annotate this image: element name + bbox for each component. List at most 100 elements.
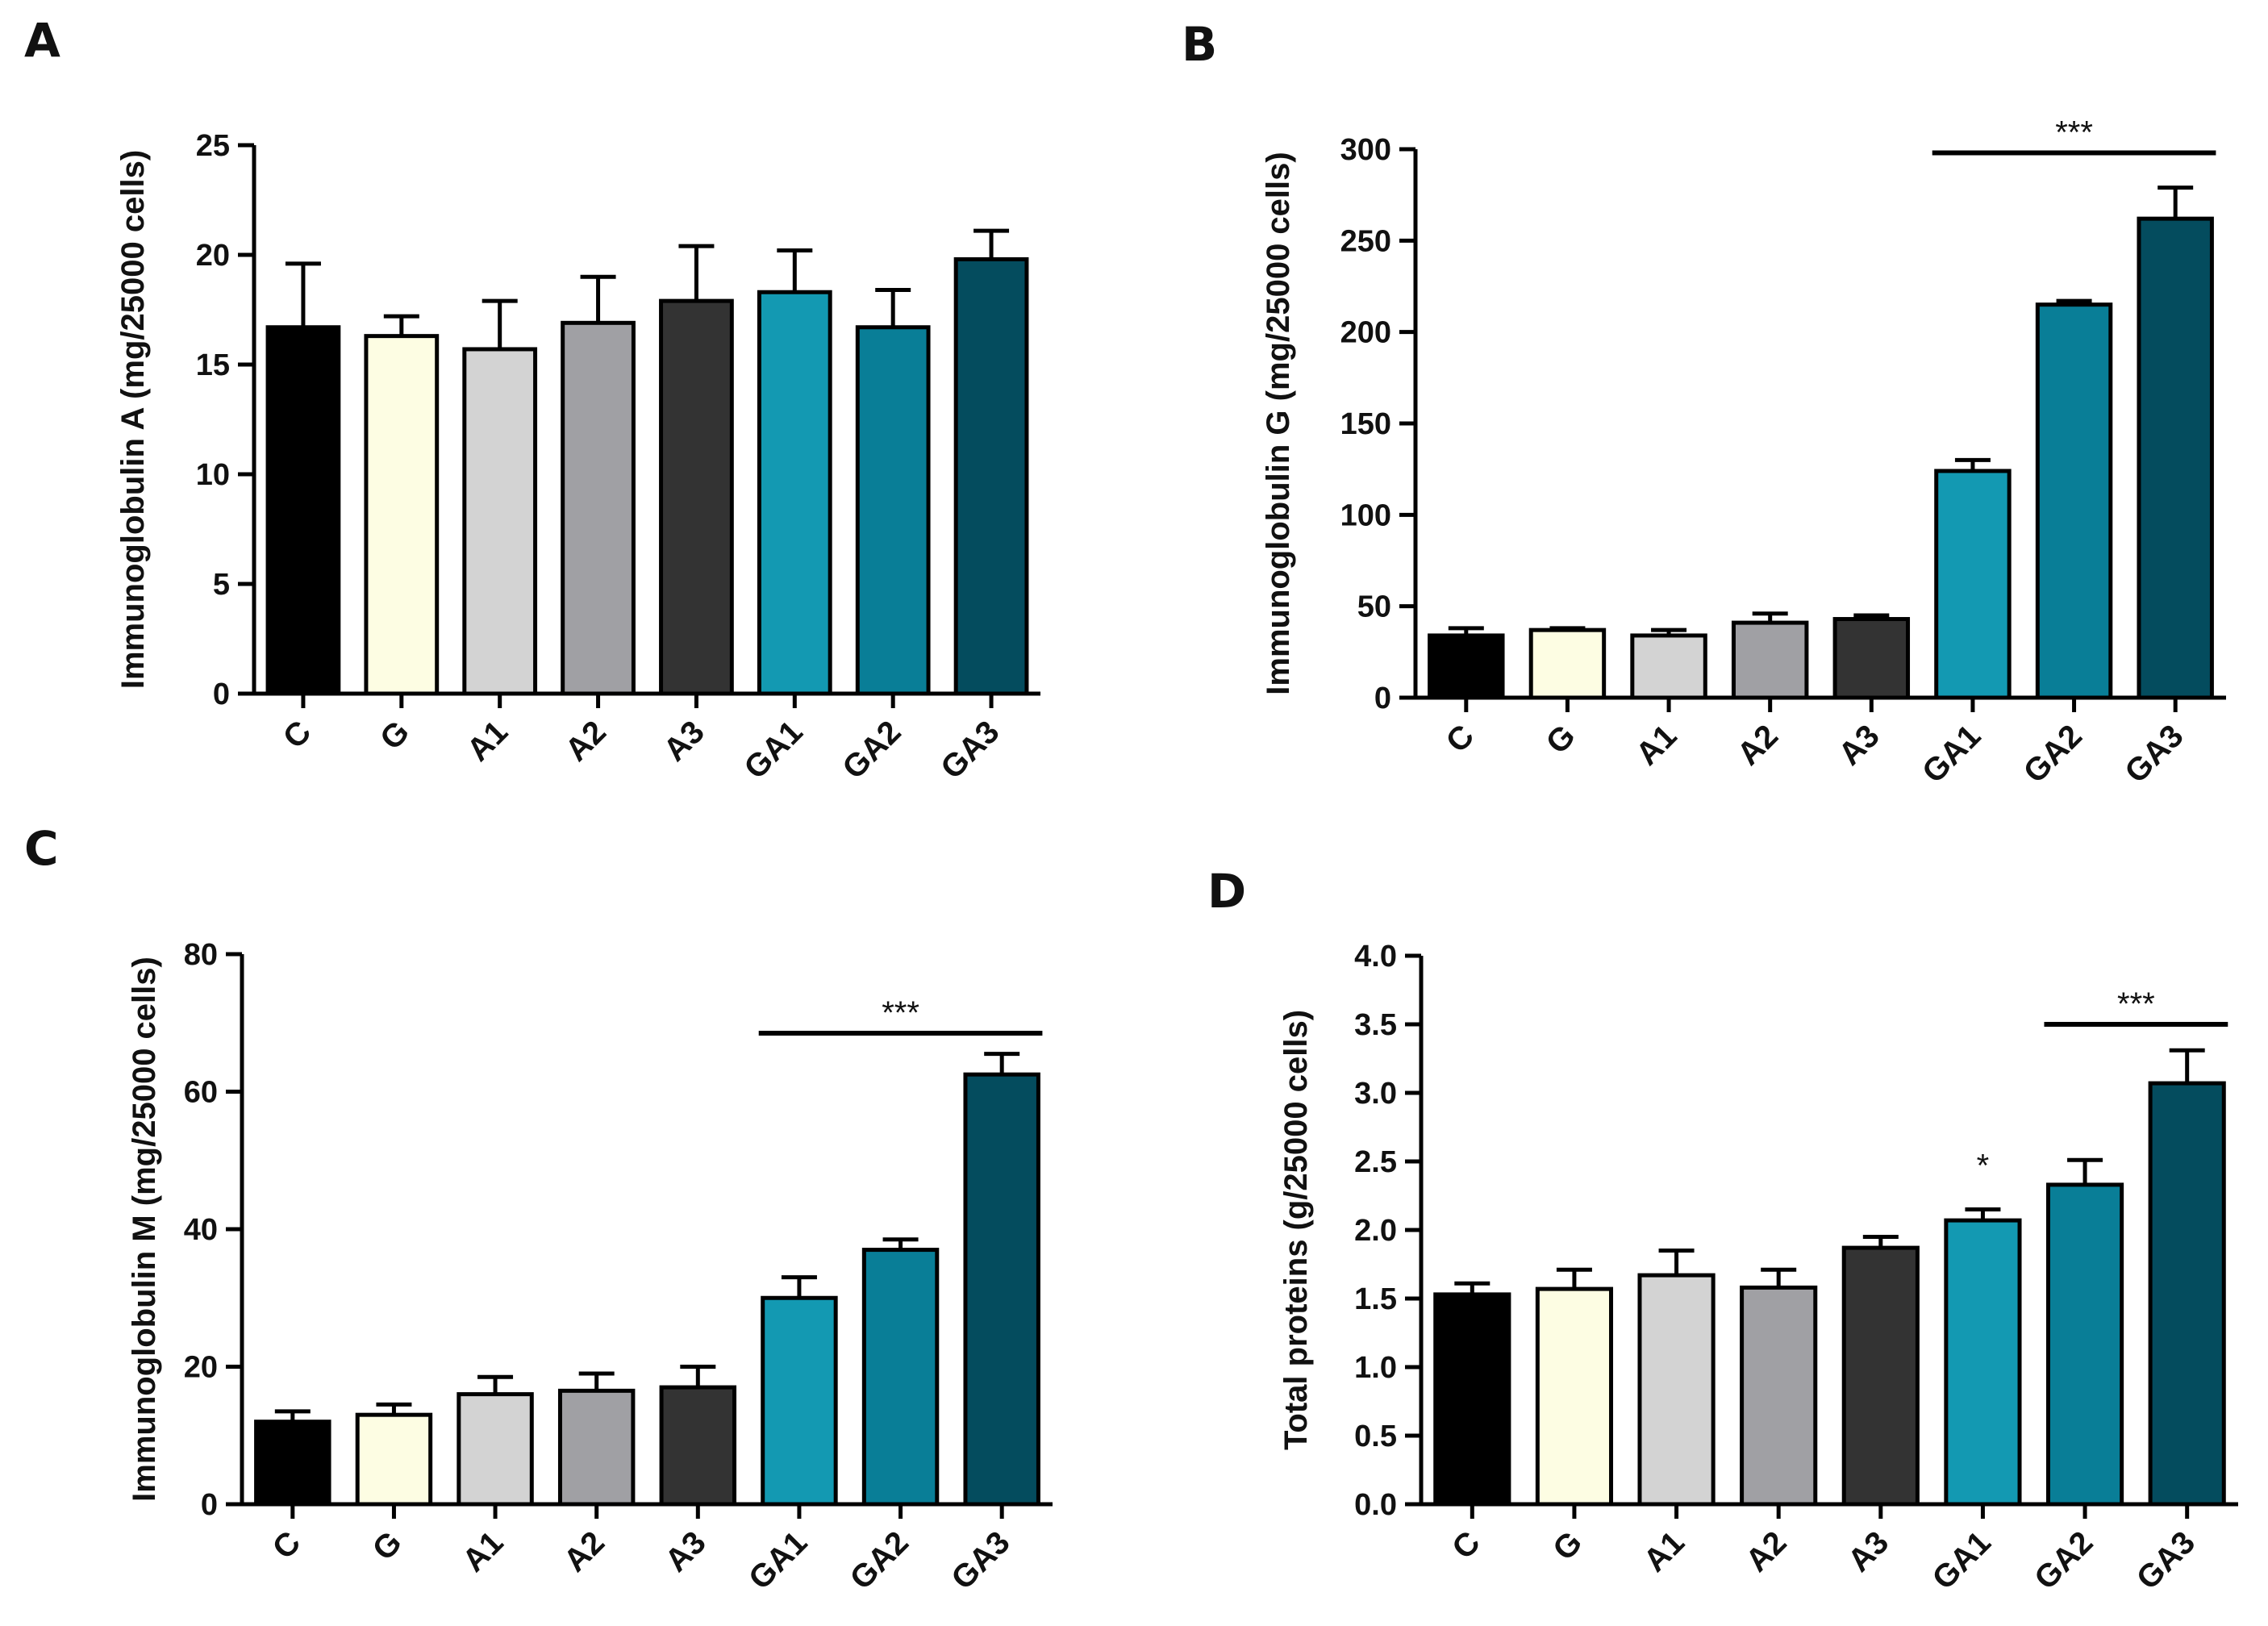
y-tick-label: 80 [184,938,218,972]
x-category-label: GA3 [2118,718,2190,790]
panel-letter: B [1182,17,1217,72]
bar-a1 [1637,1273,1716,1507]
bar-a1 [462,347,538,696]
y-tick-label: 3.5 [1354,1008,1397,1042]
panel-letter: A [24,13,60,68]
bar-a1 [1630,633,1707,700]
bar-ga2 [861,1248,940,1507]
y-tick-label: 300 [1340,133,1391,167]
x-category-label: C [1445,1524,1487,1566]
bar-g [1528,627,1607,700]
x-category-label: G [1546,1524,1589,1567]
x-category-label: GA2 [2028,1524,2099,1596]
bar-c [254,1420,331,1507]
x-category-label: GA2 [844,1524,915,1596]
x-category-label: A2 [1731,718,1785,772]
y-tick-label: 0 [1374,682,1391,715]
panel-a: A Immunoglobulin A (mg/25000 cells) 0 5 10 15… [24,13,1040,786]
y-tick-label: 10 [196,458,230,492]
significance-label: *** [882,995,919,1031]
bar-ga1 [1934,469,2012,700]
y-tick-label: 60 [184,1076,218,1110]
y-tick-label: 100 [1340,498,1391,532]
x-category-label: GA1 [1916,718,1987,790]
panel-c: C Immunoglobulin M (mg/25000 cells) 0 20 40 6… [24,821,1053,1597]
bar-a3 [659,298,734,696]
y-tick-label: 150 [1340,407,1391,441]
x-category-label: GA3 [2130,1524,2202,1596]
x-category-label: A3 [657,714,711,768]
y-tick-label: 250 [1340,224,1391,258]
y-axis-title: Immunoglobulin G (mg/25000 cells) [1261,152,1296,694]
y-axis-title: Total proteins (g/25000 cells) [1278,1010,1314,1450]
x-category-label: A1 [456,1524,510,1578]
y-tick-label: 5 [213,568,230,602]
x-category-label: A3 [1832,718,1886,772]
y-tick-label: 2.5 [1354,1145,1397,1179]
bar-g [1535,1286,1614,1507]
y-tick-label: 1.5 [1354,1282,1397,1316]
x-category-label: A1 [1629,718,1683,772]
bar-a2 [557,1388,636,1507]
bar-a3 [659,1385,737,1507]
y-tick-label: 0.0 [1354,1488,1397,1522]
x-category-label: A2 [1739,1524,1793,1578]
bar-c [265,325,341,696]
x-category-label: A1 [461,714,515,768]
x-category-label: A2 [557,1524,611,1578]
bar-a1 [457,1392,534,1507]
x-category-label: C [266,1524,308,1566]
panel-b: B Immunoglobulin G (mg/25000 cells) 0 50 100… [1182,17,2226,790]
x-category-label: GA3 [944,1524,1016,1596]
bar-c [1428,633,1505,700]
bar-ga3 [2137,216,2214,700]
y-tick-label: 40 [184,1213,218,1247]
y-tick-label: 0 [213,678,230,711]
y-tick-label: 200 [1340,316,1391,350]
bar-ga2 [855,325,931,696]
bar-ga1 [757,290,832,696]
bar-g [355,1412,433,1507]
x-category-label: GA3 [934,714,1006,786]
x-category-label: GA1 [742,1524,814,1596]
significance-label: *** [2117,986,2155,1022]
x-category-label: A3 [658,1524,712,1578]
x-category-label: C [1440,718,1482,760]
bar-a2 [561,320,636,696]
significance-label: *** [2055,115,2093,151]
bar-ga2 [2035,302,2113,700]
bar-ga1 [1944,1218,2022,1507]
bar-a3 [1832,617,1911,700]
panel-d: D Total proteins (g/25000 cells) 0.0 0.5 1.0… [1207,864,2238,1597]
x-category-label: GA2 [2017,718,2089,790]
y-tick-label: 3.0 [1354,1077,1397,1111]
x-category-label: A2 [559,714,613,768]
y-tick-label: 20 [196,239,230,273]
bar-g [364,334,440,696]
bar-ga3 [953,256,1029,696]
y-tick-label: 25 [196,129,230,163]
bar-a2 [1731,620,1809,700]
x-category-label: G [373,714,416,757]
y-tick-label: 50 [1357,590,1391,624]
x-category-label: C [277,714,319,756]
y-tick-label: 1.0 [1354,1351,1397,1385]
significance-label: * [1977,1149,1990,1184]
panel-letter: C [24,821,59,876]
x-category-label: GA1 [1926,1524,1998,1596]
y-axis-title: Immunoglobulin M (mg/25000 cells) [127,957,162,1502]
bar-ga3 [2148,1081,2226,1507]
x-category-label: G [1540,718,1582,761]
bar-c [1433,1292,1511,1507]
y-tick-label: 20 [184,1351,218,1385]
x-category-label: GA1 [737,714,809,786]
bar-ga1 [761,1295,838,1507]
x-category-label: G [366,1524,409,1567]
x-category-label: A1 [1637,1524,1691,1578]
y-tick-label: 4.0 [1354,940,1397,974]
y-tick-label: 2.0 [1354,1214,1397,1248]
bar-a2 [1740,1285,1818,1507]
y-axis-title: Immunoglobulin A (mg/25000 cells) [115,150,151,689]
x-category-label: A3 [1841,1524,1895,1578]
